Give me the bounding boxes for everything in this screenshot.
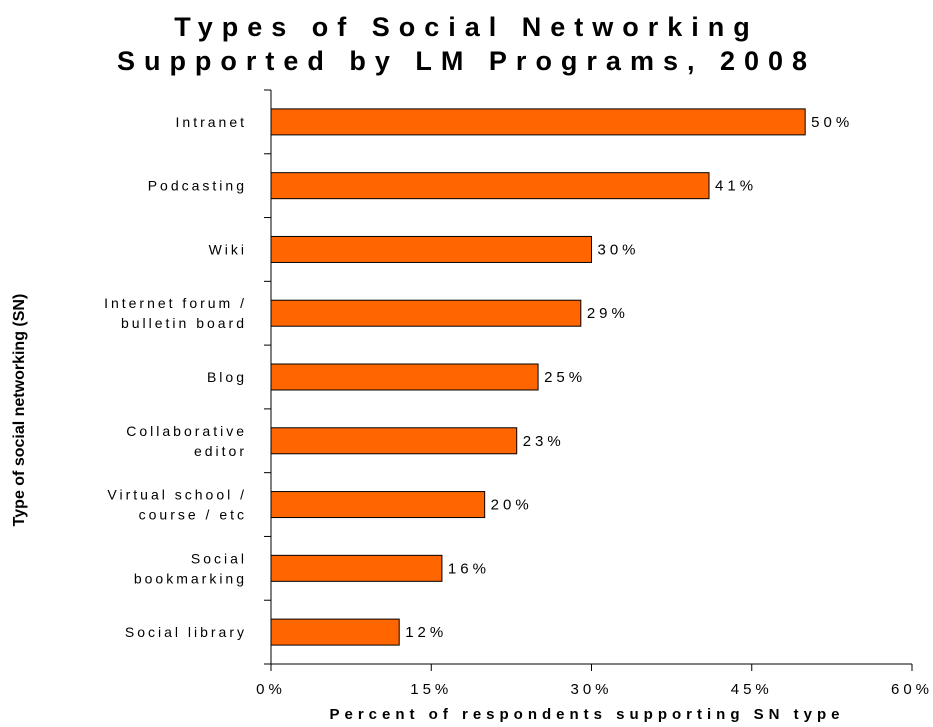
- x-tick-label-1: 15%: [410, 681, 452, 698]
- category-label-0-0: Intranet: [176, 114, 247, 130]
- bars-group: [270, 108, 806, 646]
- bar-6: [270, 491, 486, 519]
- x-tick-label-4: 60%: [891, 681, 933, 698]
- bar-5: [270, 427, 518, 455]
- category-label-7-1: bookmarking: [134, 570, 247, 586]
- category-label-5-1: editor: [194, 443, 247, 459]
- bar-2: [270, 235, 592, 263]
- category-label-6-1: course / etc: [139, 507, 247, 523]
- bar-4: [270, 363, 539, 391]
- x-tick-label-3: 45%: [731, 681, 773, 698]
- category-label-1-0: Podcasting: [148, 178, 247, 194]
- bar-0: [270, 108, 806, 136]
- chart-title: Types of Social Networking Supported by …: [0, 10, 933, 78]
- x-tick-label-2: 30%: [570, 681, 612, 698]
- y-axis-title: Type of social networking (SN): [11, 294, 28, 527]
- category-label-7-0: Social: [191, 550, 247, 566]
- value-label-2: 30%: [598, 241, 640, 258]
- chart-title-line-2: Supported by LM Programs, 2008: [116, 46, 817, 76]
- chart-title-line-1: Types of Social Networking: [174, 12, 759, 42]
- axes-group: [264, 89, 913, 671]
- bar-7: [270, 554, 443, 582]
- bar-1: [270, 172, 710, 200]
- value-label-8: 12%: [405, 624, 447, 641]
- category-label-4-0: Blog: [207, 369, 247, 385]
- value-label-6: 20%: [491, 497, 533, 514]
- value-label-3: 29%: [587, 305, 629, 322]
- value-label-4: 25%: [544, 369, 586, 386]
- value-label-1: 41%: [715, 178, 757, 195]
- category-label-6-0: Virtual school /: [107, 487, 247, 503]
- value-label-5: 23%: [523, 433, 565, 450]
- bar-3: [270, 299, 582, 327]
- bar-8: [270, 618, 400, 646]
- category-label-5-0: Collaborative: [126, 423, 247, 439]
- x-tick-label-0: 0%: [256, 681, 286, 698]
- labels-group: 50% Intranet 41% Podcasting 30% Wiki 29% Intern…: [104, 114, 933, 698]
- category-label-3-0: Internet forum /: [104, 295, 247, 311]
- category-label-3-1: bulletin board: [121, 315, 247, 331]
- category-label-2-0: Wiki: [209, 241, 247, 257]
- value-label-7: 16%: [448, 560, 490, 577]
- value-label-0: 50%: [811, 114, 853, 131]
- x-axis-title: Percent of respondents supporting SN typ…: [329, 706, 844, 723]
- category-label-8-0: Social library: [125, 624, 247, 640]
